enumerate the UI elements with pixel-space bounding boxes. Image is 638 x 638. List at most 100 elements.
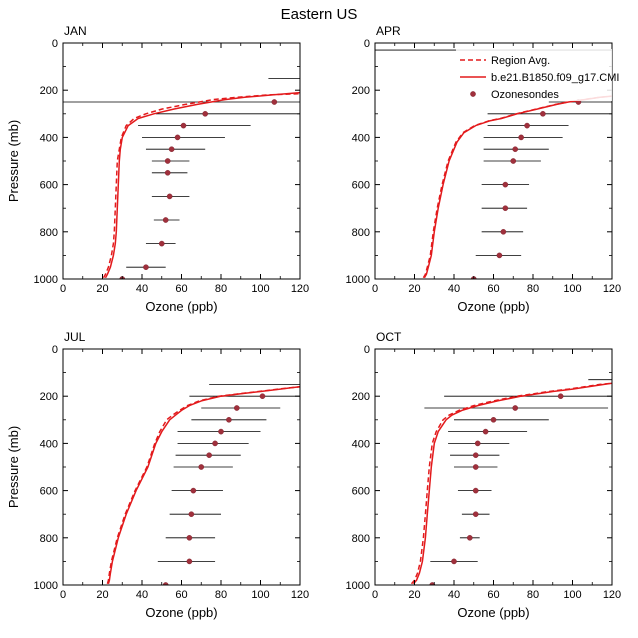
y-tick-label: 1000 — [34, 274, 58, 286]
y-tick-label: 0 — [364, 38, 370, 50]
legend-label: Ozonesondes — [491, 89, 559, 101]
x-tick-label: 60 — [487, 589, 499, 601]
sonde-marker — [472, 487, 479, 494]
region-avg-line — [102, 92, 300, 279]
x-tick-label: 20 — [408, 589, 420, 601]
sonde-marker — [186, 558, 193, 565]
sonde-marker — [212, 440, 218, 447]
y-tick-label: 600 — [352, 180, 370, 192]
y-tick-label: 200 — [40, 391, 58, 403]
sonde-marker — [502, 181, 509, 188]
sonde-marker — [174, 134, 181, 141]
panel-jan: 0 20 40 60 80 100 120 0 200 400 600 800 1000 JAN Ozone… — [6, 24, 309, 314]
y-axis-label: Pressure (mb) — [6, 426, 21, 508]
plot-area — [375, 49, 612, 279]
x-axis-label: Ozone (ppb) — [145, 605, 217, 620]
x-tick-label: 100 — [563, 283, 581, 295]
panel-label: JAN — [64, 24, 87, 38]
panel-label: OCT — [376, 330, 402, 344]
panel-label: JUL — [64, 330, 86, 344]
panel-apr: 0 20 40 60 80 100 120 0 200 400 600 800 1000 APR Ozone… — [346, 24, 622, 314]
x-tick-label: 0 — [372, 283, 378, 295]
legend-marker — [470, 91, 476, 97]
sonde-marker — [524, 122, 530, 129]
x-tick-label: 20 — [96, 283, 108, 295]
sonde-marker — [510, 158, 517, 164]
legend: Region Avg. b.e21.B1850.f09_g17.CMI Ozones… — [456, 49, 619, 101]
y-tick-label: 200 — [352, 85, 370, 97]
panel-label: APR — [376, 24, 401, 38]
sonde-marker — [206, 452, 212, 459]
sonde-marker — [472, 464, 479, 470]
x-tick-label: 40 — [448, 589, 460, 601]
figure-title: Eastern US — [281, 6, 358, 23]
region-avg-line — [422, 95, 612, 279]
y-tick-label: 0 — [52, 344, 58, 356]
x-tick-label: 40 — [136, 283, 148, 295]
x-tick-label: 0 — [372, 589, 378, 601]
x-tick-label: 20 — [408, 283, 420, 295]
region-avg-line — [106, 386, 300, 585]
sonde-marker — [540, 111, 546, 117]
y-tick-label: 200 — [40, 85, 58, 97]
sonde-marker — [226, 416, 232, 423]
legend-label: b.e21.B1850.f09_g17.CMI — [491, 72, 619, 84]
y-tick-label: 800 — [352, 227, 370, 239]
sonde-marker — [202, 111, 208, 117]
sonde-marker — [472, 511, 479, 518]
x-tick-label: 120 — [291, 283, 309, 295]
sonde-marker — [557, 393, 564, 400]
y-tick-label: 0 — [52, 38, 58, 50]
sonde-marker — [502, 205, 509, 211]
sonde-marker — [466, 535, 473, 541]
sonde-marker — [166, 193, 173, 200]
x-tick-label: 40 — [136, 589, 148, 601]
model-line — [412, 382, 612, 585]
region-avg-line — [410, 382, 612, 585]
sonde-marker — [490, 416, 497, 423]
sonde-marker — [482, 428, 489, 435]
x-tick-label: 80 — [215, 589, 227, 601]
x-tick-label: 80 — [527, 283, 539, 295]
legend-box — [456, 49, 612, 101]
legend-label: Region Avg. — [491, 55, 550, 67]
sonde-marker — [500, 228, 507, 235]
sonde-marker — [259, 393, 266, 400]
x-tick-label: 0 — [60, 283, 66, 295]
y-tick-label: 0 — [364, 344, 370, 356]
y-tick-label: 1000 — [346, 580, 370, 592]
plot-area — [106, 383, 300, 585]
model-line — [107, 386, 300, 585]
model-line — [104, 91, 300, 279]
sonde-marker — [233, 405, 240, 411]
sonde-marker — [162, 582, 169, 585]
sonde-marker — [512, 405, 519, 411]
x-axis-label: Ozone (ppb) — [457, 299, 529, 314]
sonde-marker — [168, 146, 175, 152]
sonde-marker — [451, 558, 457, 565]
y-tick-label: 800 — [40, 227, 58, 239]
plot-area — [406, 379, 612, 585]
y-tick-label: 800 — [352, 533, 370, 545]
x-tick-label: 100 — [251, 589, 269, 601]
x-tick-label: 120 — [291, 589, 309, 601]
y-tick-label: 1000 — [34, 580, 58, 592]
y-tick-label: 400 — [352, 438, 370, 450]
sonde-marker — [198, 464, 205, 470]
y-tick-label: 400 — [40, 132, 58, 144]
panel-jul: 0 20 40 60 80 100 120 0 200 400 600 800 1000 JUL Ozone… — [6, 330, 309, 620]
x-axis-label: Ozone (ppb) — [457, 605, 529, 620]
y-tick-label: 600 — [40, 180, 58, 192]
x-tick-label: 120 — [603, 283, 621, 295]
y-tick-label: 600 — [40, 486, 58, 498]
x-tick-label: 100 — [251, 283, 269, 295]
sonde-marker — [472, 452, 479, 459]
x-tick-label: 80 — [527, 589, 539, 601]
x-tick-label: 100 — [563, 589, 581, 601]
sonde-marker — [162, 217, 169, 223]
sonde-marker — [474, 440, 481, 447]
sonde-marker — [188, 511, 195, 518]
sonde-marker — [518, 134, 524, 141]
sonde-marker — [271, 99, 278, 105]
